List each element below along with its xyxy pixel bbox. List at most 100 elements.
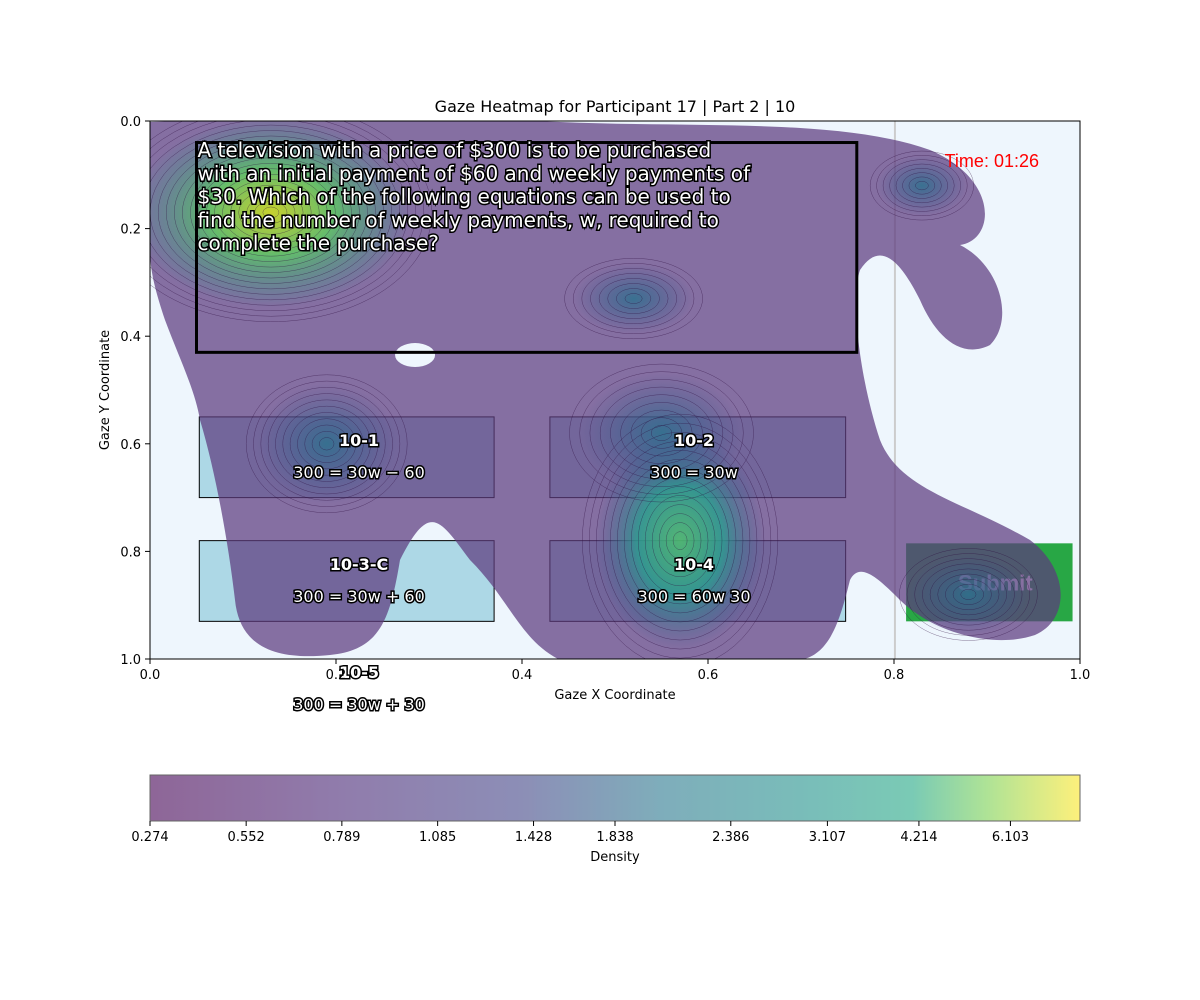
density-contour <box>275 399 379 488</box>
colorbar-tick-label: 0.789 <box>323 830 360 845</box>
density-contour <box>253 380 401 507</box>
y-tick-label: 1.0 <box>120 653 141 668</box>
density-contour <box>644 495 716 587</box>
density-contour <box>665 522 695 559</box>
density-contour <box>254 201 288 224</box>
density-contour <box>190 157 352 268</box>
density-contour <box>869 150 974 221</box>
question-line: find the number of weekly payments, w, r… <box>198 208 719 232</box>
colorbar-tick-label: 0.274 <box>131 830 168 845</box>
density-contour <box>598 278 669 319</box>
density-hotspot <box>150 121 411 308</box>
y-axis: 0.0 0.2 0.4 0.6 0.8 1.0 <box>120 115 150 668</box>
colorbar-tick-label: 3.107 <box>809 830 846 845</box>
density-contour <box>902 172 942 199</box>
x-tick-label: 0.0 <box>140 668 161 683</box>
density-contour <box>651 504 709 578</box>
density-contour <box>590 273 677 324</box>
y-tick-label: 0.2 <box>120 223 141 238</box>
density-contour <box>610 450 751 632</box>
x-tick-label: 0.2 <box>326 668 347 683</box>
gaze-density-layer <box>150 121 1061 659</box>
density-contour <box>603 440 758 641</box>
density-contour <box>617 459 744 623</box>
density-contour <box>899 548 1038 641</box>
option-equation: 300 = 30w + 30 <box>293 695 425 714</box>
option-id: 10-4 <box>674 555 714 574</box>
option-equation: 300 = 30w <box>650 463 738 482</box>
density-contour <box>572 263 695 335</box>
colorbar <box>149 774 1081 822</box>
density-contour <box>889 163 955 208</box>
density-contour <box>651 425 672 441</box>
density-contour <box>882 159 961 212</box>
density-contour <box>610 394 713 472</box>
density-contour <box>589 422 772 659</box>
density-contour <box>564 258 703 340</box>
colorbar-tick-label: 2.386 <box>712 830 749 845</box>
density-contour <box>582 413 779 659</box>
density-contour <box>282 405 371 482</box>
density-contour <box>637 486 723 596</box>
density-contour <box>150 124 400 301</box>
question-line: complete the purchase? <box>198 231 439 255</box>
density-contour <box>630 409 693 457</box>
colorbar-tick-label: 1.428 <box>515 830 552 845</box>
density-contour <box>150 121 417 312</box>
density-contour <box>876 155 968 216</box>
colorbar-ticks: 0.274 0.552 0.789 1.085 1.428 1.838 2.386 3.107… <box>131 821 1029 845</box>
density-contour <box>304 424 349 463</box>
density-contour <box>620 402 703 464</box>
density-contour <box>672 531 688 550</box>
density-contour <box>182 152 360 273</box>
colorbar-tick-label: 4.214 <box>900 830 937 845</box>
density-contour <box>929 568 1007 621</box>
option-equation: 300 = 30w + 60 <box>293 587 425 606</box>
density-gap <box>395 343 436 368</box>
density-contour <box>640 417 683 449</box>
x-axis-label: Gaze X Coordinate <box>554 688 675 703</box>
density-contour <box>607 283 660 314</box>
density-contour <box>915 180 929 191</box>
plot-frame <box>149 120 1081 660</box>
density-contour <box>319 437 335 451</box>
x-tick-label: 1.0 <box>1070 668 1091 683</box>
density-contour <box>214 173 328 251</box>
density-contour <box>895 168 949 204</box>
density-contour <box>581 268 686 329</box>
x-tick-label: 0.4 <box>512 668 533 683</box>
density-contour <box>267 393 386 495</box>
y-tick-label: 0.0 <box>120 115 141 130</box>
density-contour <box>579 371 744 495</box>
option-equation: 300 = 60w 30 <box>637 587 750 606</box>
density-contour <box>157 135 384 290</box>
density-contour <box>906 553 1030 636</box>
density-contour <box>150 121 433 322</box>
density-contour <box>260 387 393 501</box>
density-contour <box>937 573 1000 616</box>
colorbar-tick-label: 6.103 <box>992 830 1029 845</box>
density-contour <box>230 184 312 241</box>
density-contour <box>658 513 702 568</box>
density-contour <box>150 121 408 306</box>
density-contour <box>262 206 280 219</box>
density-contour <box>616 288 652 309</box>
density-contour <box>222 179 320 246</box>
y-tick-label: 0.6 <box>120 438 141 453</box>
density-contour <box>245 374 408 514</box>
option-id: 10-1 <box>339 431 379 450</box>
density-contours <box>150 121 1038 659</box>
density-contour <box>297 418 357 470</box>
density-contour <box>630 477 730 605</box>
chart-title: Gaze Heatmap for Participant 17 | Part 2… <box>435 97 796 116</box>
density-contour <box>599 386 724 480</box>
density-hotspot <box>908 554 1029 635</box>
density-contour <box>174 146 368 279</box>
density-contour <box>623 468 737 614</box>
y-tick-label: 0.4 <box>120 330 141 345</box>
option-equation: 300 = 30w − 60 <box>293 463 425 482</box>
question-line: $30. Which of the following equations ca… <box>198 185 731 209</box>
x-axis: 0.0 0.2 0.4 0.6 0.8 1.0 <box>140 659 1091 683</box>
density-contour <box>198 163 344 262</box>
